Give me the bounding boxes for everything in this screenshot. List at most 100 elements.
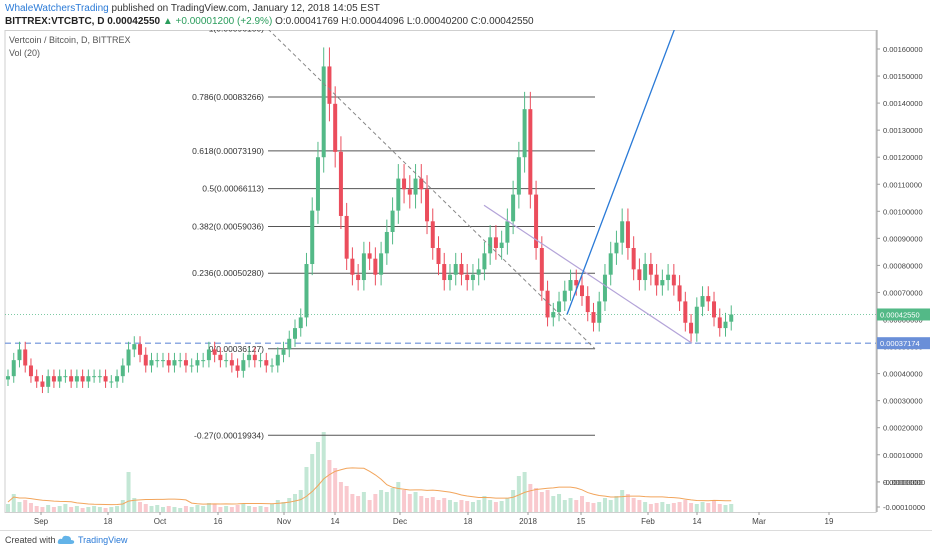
- candle-body: [178, 360, 183, 362]
- price-chart[interactable]: 0.00160000 0.00150000 0.00140000 0.00130000…: [0, 30, 932, 530]
- candle-body: [407, 189, 412, 195]
- author-link[interactable]: WhaleWatchersTrading: [5, 3, 109, 14]
- candle-body: [57, 376, 62, 382]
- volume-bar: [74, 506, 79, 512]
- candle-body: [344, 215, 349, 259]
- volume-bar: [321, 432, 326, 512]
- candle-body: [321, 66, 326, 158]
- plot-area: [4, 30, 877, 513]
- last-price: 0.00042550: [107, 16, 161, 27]
- x-tick-label: 18: [464, 517, 473, 526]
- volume-bar: [384, 492, 389, 512]
- candle-body: [534, 194, 539, 248]
- candle-body: [138, 344, 143, 355]
- volume-bar: [591, 503, 596, 512]
- volume-bar: [625, 494, 630, 512]
- volume-bar: [281, 502, 286, 512]
- x-tick-label: 14: [693, 517, 702, 526]
- candle-body: [183, 360, 188, 366]
- volume-bar: [723, 505, 728, 512]
- candle-body: [270, 365, 275, 367]
- volume-bar: [528, 484, 533, 512]
- volume-bar: [425, 498, 430, 512]
- x-tick-label: Dec: [393, 517, 407, 526]
- candle-body: [304, 264, 309, 318]
- fib-level-label: 0.618(0.00073190): [192, 146, 264, 156]
- candle-body: [470, 274, 475, 281]
- candle-body: [218, 354, 223, 361]
- publish-header: WhaleWatchersTrading published on Tradin…: [0, 0, 932, 30]
- volume-bar: [442, 498, 447, 512]
- candle-body: [373, 258, 378, 275]
- candle-body: [557, 301, 562, 313]
- candle-body: [275, 354, 280, 366]
- volume-bar: [700, 502, 705, 512]
- created-with-text: Created with: [5, 535, 56, 545]
- volume-bar: [493, 502, 498, 512]
- volume-bar: [660, 502, 665, 512]
- volume-bar: [201, 506, 206, 512]
- volume-bar: [344, 486, 349, 512]
- candle-body: [706, 296, 711, 302]
- volume-bar: [143, 504, 148, 512]
- y-tick-label: 0.00090000: [883, 234, 923, 243]
- volume-bar: [69, 507, 74, 512]
- candle-body: [602, 274, 607, 302]
- volume-bar: [557, 494, 562, 512]
- volume-bar: [608, 500, 613, 512]
- candle-body: [189, 365, 194, 367]
- volume-bar: [453, 502, 458, 512]
- candle-body: [402, 178, 407, 190]
- candle-body: [11, 360, 16, 377]
- candle-body: [723, 321, 728, 329]
- volume-bar: [206, 503, 211, 512]
- y-tick-label: 0.00040000: [883, 370, 923, 379]
- x-tick-label: Feb: [641, 517, 655, 526]
- x-tick-label: 15: [577, 517, 586, 526]
- volume-bar: [602, 498, 607, 512]
- price-label-bg: [877, 308, 930, 321]
- volume-bar: [109, 507, 114, 512]
- candle-body: [694, 306, 699, 334]
- x-tick-label: 19: [825, 517, 834, 526]
- candle-body: [700, 296, 705, 307]
- candle-body: [585, 296, 590, 313]
- volume-bar: [80, 508, 85, 512]
- candle-body: [574, 280, 579, 286]
- volume-bar: [149, 506, 154, 512]
- tradingview-brand[interactable]: TradingView: [78, 535, 128, 545]
- volume-bar: [138, 502, 143, 512]
- candle-body: [23, 349, 28, 366]
- volume-bar: [597, 502, 602, 512]
- candle-body: [677, 285, 682, 302]
- candle-body: [505, 221, 510, 243]
- volume-bar: [390, 488, 395, 512]
- candle-body: [80, 376, 85, 382]
- volume-bar: [178, 508, 183, 512]
- candle-body: [86, 376, 91, 382]
- tradingview-cloud-icon: [57, 535, 75, 544]
- candle-body: [539, 248, 544, 291]
- candle-body: [132, 344, 137, 350]
- candle-body: [172, 360, 177, 366]
- candle-body: [126, 349, 131, 366]
- volume-bar: [712, 500, 717, 512]
- volume-bar: [258, 506, 263, 512]
- volume-bar: [562, 500, 567, 512]
- volume-bar: [666, 504, 671, 512]
- candle-body: [413, 178, 418, 195]
- candle-body: [625, 221, 630, 248]
- candle-body: [666, 274, 671, 281]
- volume-bar: [367, 500, 372, 512]
- volume-bar: [126, 472, 131, 512]
- candle-body: [488, 237, 493, 254]
- volume-bar: [264, 507, 269, 512]
- projection-path: [566, 30, 675, 315]
- candle-body: [166, 360, 171, 366]
- candle-body: [97, 376, 102, 378]
- candle-body: [419, 178, 424, 190]
- volume-bar: [155, 505, 160, 512]
- candle-body: [551, 312, 556, 318]
- x-tick-label: Mar: [752, 517, 766, 526]
- candle-body: [729, 314, 734, 322]
